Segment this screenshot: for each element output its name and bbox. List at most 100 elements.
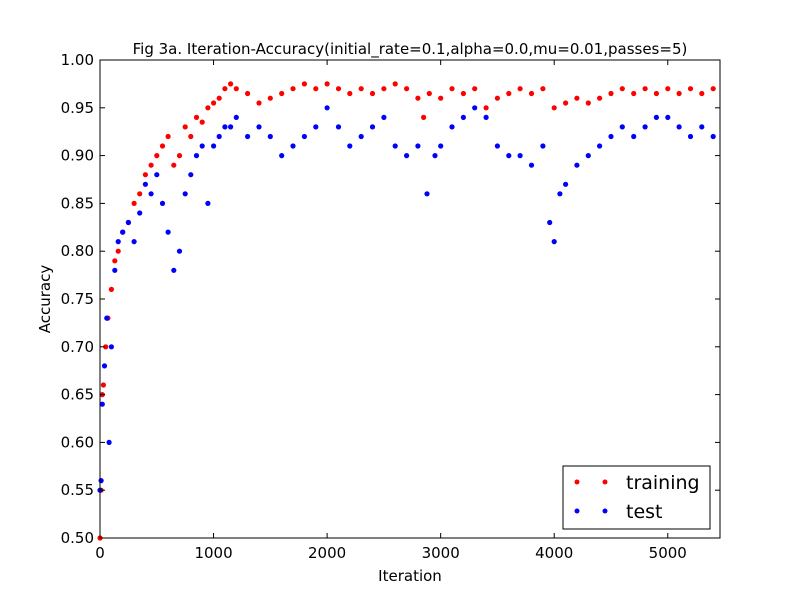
test-point [112,267,118,273]
test-point [131,239,137,245]
test-point [494,143,500,149]
test-point [540,143,546,149]
training-point [381,86,387,92]
training-point [148,162,154,168]
test-point [547,219,553,226]
training-point [112,258,118,264]
y-tick-label: 0.55 [61,481,94,499]
x-axis-label: Iteration [378,567,442,585]
legend-training-marker [574,479,580,485]
test-point [313,124,319,130]
y-tick-label: 0.95 [61,99,94,117]
legend-training-label: training [626,472,700,494]
test-point [381,114,387,120]
series-layer [97,81,716,541]
training-point [438,95,444,101]
test-point [256,124,262,130]
test-point [182,191,188,197]
training-point [256,100,262,106]
test-point [699,124,705,130]
training-point [426,90,432,97]
training-point [404,86,410,92]
training-point [551,105,557,111]
test-point [148,191,154,197]
y-tick-label: 0.60 [61,433,94,451]
x-tick-label: 5000 [649,544,687,562]
test-point [176,248,183,254]
training-point [313,86,319,92]
test-point [290,143,296,149]
test-point [279,153,285,159]
test-point [233,114,239,120]
test-point [125,219,131,226]
test-point [104,315,110,321]
training-point [108,286,114,292]
training-point [631,90,637,97]
training-point [665,86,671,92]
test-point [585,153,591,159]
test-point [101,363,108,369]
test-point [392,143,398,149]
training-point [585,100,591,106]
y-tick-label: 0.75 [61,290,94,308]
training-point [687,86,694,92]
test-point [324,105,330,111]
training-point [100,382,106,388]
legend-test-marker [602,508,608,514]
test-point [460,114,466,120]
test-point [506,153,512,159]
test-point [199,143,205,149]
training-point [115,248,121,254]
test-point [205,200,211,206]
training-point [159,143,166,149]
test-point [472,105,478,111]
test-point [449,124,455,130]
test-point [216,133,222,140]
training-point [676,90,682,97]
test-point [574,162,580,168]
test-point [597,143,603,149]
legend-test-marker [574,508,580,514]
training-point [267,95,273,101]
x-tick-label: 4000 [535,544,573,562]
chart-title: Fig 3a. Iteration-Accuracy(initial_rate=… [133,40,688,59]
y-tick-label: 0.80 [61,242,94,260]
test-point [424,191,430,197]
legend-box [562,465,711,530]
training-point [421,114,427,120]
training-point [517,86,523,92]
training-point [245,90,251,97]
training-point [301,81,307,87]
test-point [301,133,307,140]
y-tick-label: 1.00 [61,51,94,69]
test-point [415,143,421,149]
training-point [216,95,222,101]
x-tick-label: 2000 [308,544,346,562]
tick-layer: 0 1000 2000 3000 4000 5000 0.50 0.55 0.60 0.65 0.7… [61,51,720,562]
test-point [517,153,523,159]
training-point [171,162,177,168]
training-point [358,86,364,92]
training-point [699,90,705,97]
training-point [540,86,546,92]
training-point [290,86,296,92]
training-point [335,86,342,92]
test-point [228,124,234,130]
training-point [483,105,489,111]
y-axis-label: Accuracy [36,265,54,334]
test-point [98,478,104,484]
test-point [710,133,716,140]
training-point [563,100,569,106]
test-point [483,114,489,120]
training-point [165,133,171,140]
test-point [159,200,166,206]
test-point [120,229,126,235]
test-point [551,239,557,245]
training-point [199,119,205,125]
training-point [449,86,455,92]
x-tick-label: 1000 [194,544,232,562]
test-point [165,229,171,235]
test-point [245,133,251,140]
test-point [404,153,410,159]
test-point [211,143,217,149]
